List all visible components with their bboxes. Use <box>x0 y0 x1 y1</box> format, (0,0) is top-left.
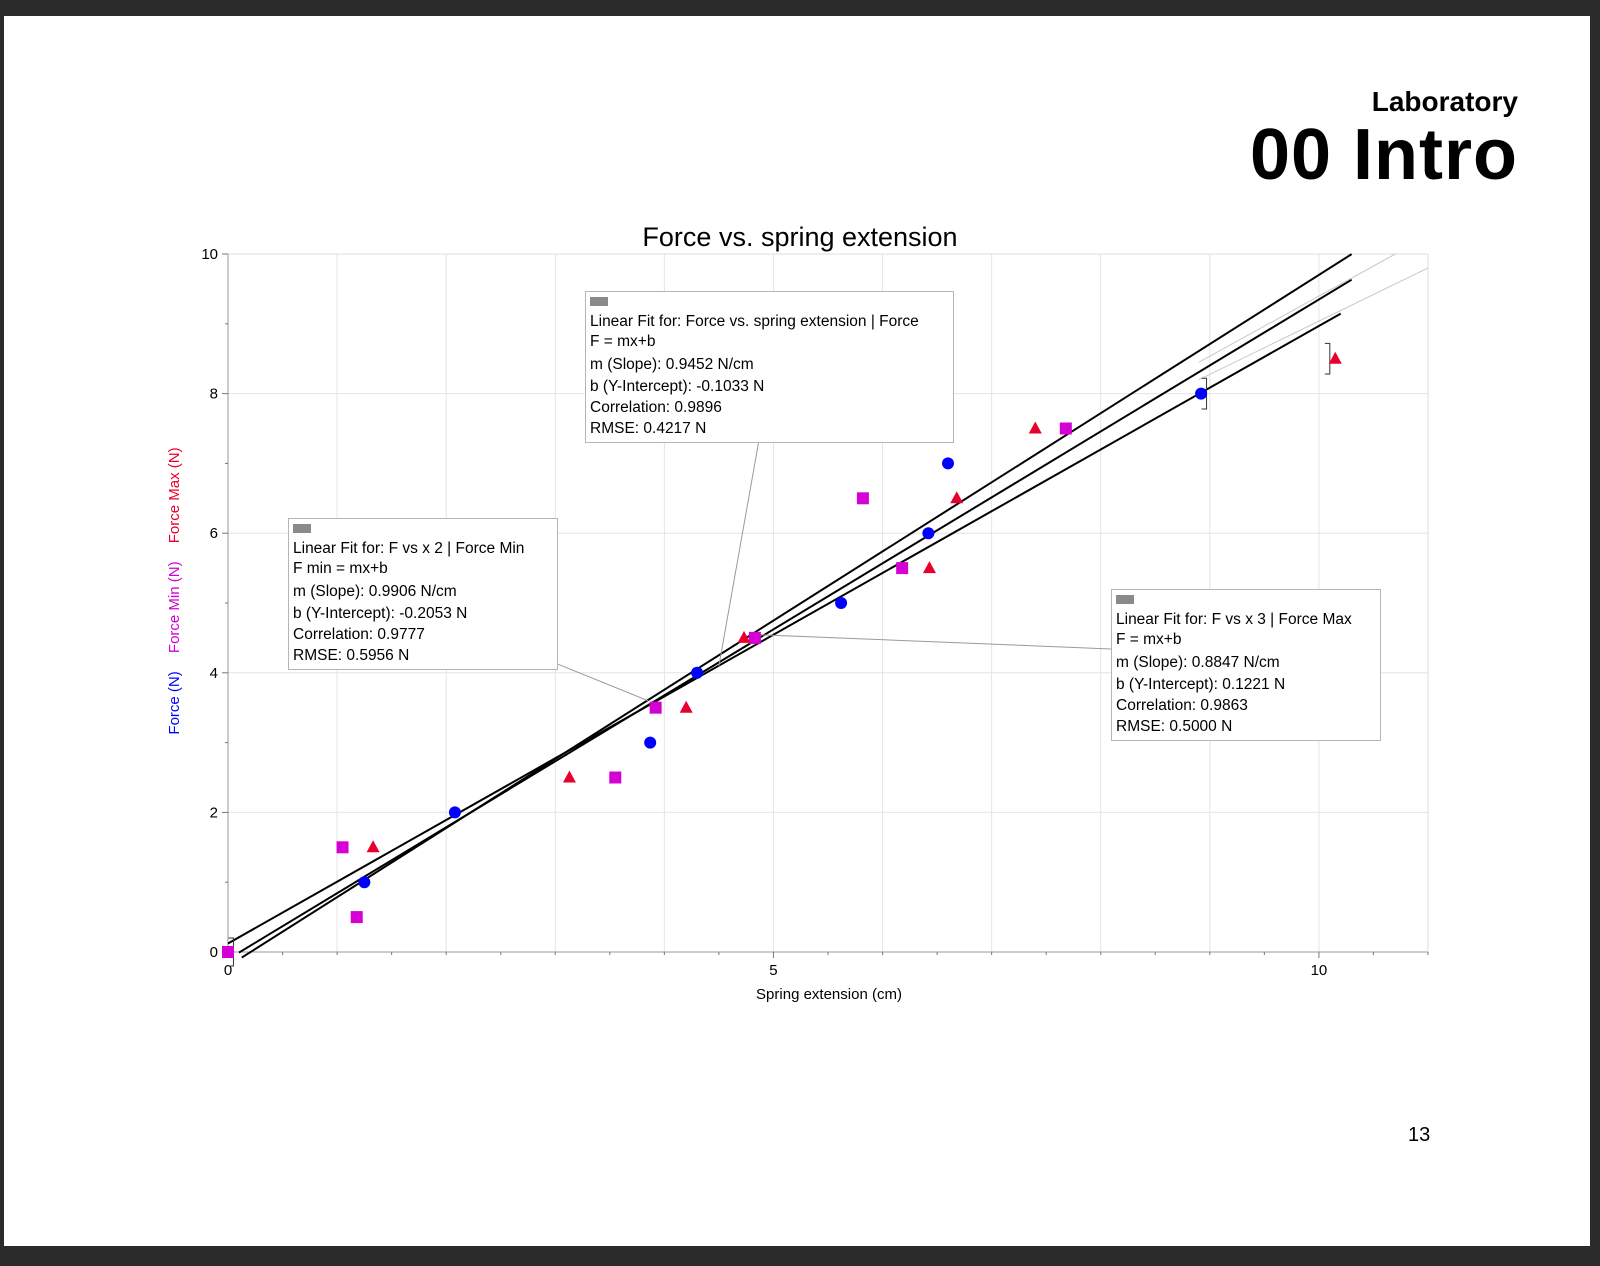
marker-force-max <box>366 840 380 853</box>
svg-text:Force (N) Force Min (N): Force (N) Force Min (N) Force Max (N) <box>166 447 183 734</box>
y-tick-label: 8 <box>210 386 218 403</box>
fit-label-line: Linear Fit for: F vs x 3 | Force Max <box>1116 610 1352 628</box>
x-axis-label: Spring extension (cm) <box>756 986 902 1003</box>
marker-force <box>358 876 371 889</box>
marker-force-min <box>896 562 909 575</box>
y-axis-label-force-min: Force Min (N) <box>166 561 183 653</box>
fit-label-force-max[interactable]: Linear Fit for: F vs x 3 | Force Max F =… <box>1111 589 1381 742</box>
x-tick-label: 0 <box>224 962 232 979</box>
fit-label-leader <box>718 443 759 666</box>
fit-label-line: m (Slope): 0.9906 N/cm <box>293 582 457 600</box>
fit-extension-line <box>1198 267 1429 381</box>
fit-label-line: Correlation: 0.9777 <box>293 625 425 643</box>
x-tick-label: 5 <box>769 962 777 979</box>
fit-label-leaders <box>557 253 1429 702</box>
fit-label-options-icon[interactable] <box>293 524 311 533</box>
marker-force-min <box>350 911 363 924</box>
fit-label-line: m (Slope): 0.9452 N/cm <box>590 355 754 373</box>
fit-label-options-icon[interactable] <box>590 297 608 306</box>
fit-label-leader <box>557 663 649 702</box>
marker-force <box>835 597 848 609</box>
marker-force-max <box>1328 351 1342 364</box>
y-axis-label-group: Force (N) Force Min (N) Force Max (N) <box>166 447 183 734</box>
marker-force-min <box>649 701 662 714</box>
fit-label-line: RMSE: 0.5000 N <box>1116 717 1233 735</box>
marker-force-min <box>856 492 869 505</box>
fit-line <box>238 278 1353 954</box>
marker-force-max <box>1028 421 1042 434</box>
marker-force-min <box>336 841 349 854</box>
error-bar <box>1324 342 1331 375</box>
fit-label-line: Correlation: 0.9896 <box>590 398 722 416</box>
fit-label-line: F = mx+b <box>590 333 656 351</box>
fit-label-line: b (Y-Intercept): -0.2053 N <box>293 605 468 623</box>
y-axis-label-force-max: Force Max (N) <box>166 447 183 543</box>
fit-label-line: b (Y-Intercept): 0.1221 N <box>1116 676 1286 694</box>
fit-label-line: Linear Fit for: Force vs. spring extensi… <box>590 312 919 330</box>
fit-line <box>241 253 1353 959</box>
y-tick-label: 6 <box>210 525 218 542</box>
fit-label-force[interactable]: Linear Fit for: Force vs. spring extensi… <box>585 291 954 444</box>
fit-label-line: Correlation: 0.9863 <box>1116 696 1248 714</box>
fit-label-line: F min = mx+b <box>293 560 388 578</box>
y-tick-label: 0 <box>210 944 218 961</box>
header-subtitle: Laboratory <box>1371 86 1518 117</box>
header-title: 00 Intro <box>1249 115 1518 195</box>
fit-label-line: m (Slope): 0.8847 N/cm <box>1116 653 1280 671</box>
marker-force <box>942 457 954 470</box>
fit-line <box>227 312 1342 945</box>
fit-extension-line <box>1198 253 1396 363</box>
marker-force-min <box>222 946 234 958</box>
marker-force-max <box>679 700 693 713</box>
y-tick-label: 10 <box>201 246 218 263</box>
chart-grid <box>228 253 1428 952</box>
y-axis-label-force: Force (N) <box>166 671 183 734</box>
marker-force-min <box>1059 422 1072 435</box>
page-number: 13 <box>1408 1124 1431 1146</box>
fit-label-options-icon[interactable] <box>1116 595 1134 604</box>
marker-force-max <box>737 630 751 643</box>
marker-force-max <box>562 770 576 783</box>
y-tick-label: 2 <box>210 804 218 821</box>
fit-label-line: RMSE: 0.4217 N <box>590 419 707 437</box>
marker-force <box>922 527 935 540</box>
x-tick-label: 10 <box>1311 962 1328 979</box>
fit-label-line: Linear Fit for: F vs x 2 | Force Min <box>293 539 525 557</box>
fit-label-force-min[interactable]: Linear Fit for: F vs x 2 | Force Min F m… <box>288 518 558 671</box>
marker-force <box>691 666 704 679</box>
chart-axes: 0 5 10 0 2 4 6 8 10 <box>201 246 1429 979</box>
fit-label-line: F = mx+b <box>1116 631 1182 649</box>
marker-force-min <box>748 631 761 644</box>
fit-lines <box>227 253 1353 959</box>
marker-force-max <box>922 561 936 574</box>
marker-force <box>448 806 461 819</box>
fit-label-leader <box>751 633 1112 650</box>
marker-force <box>1195 387 1208 400</box>
y-tick-label: 4 <box>210 665 218 682</box>
data-points <box>222 351 1342 958</box>
fit-label-line: RMSE: 0.5956 N <box>293 646 410 664</box>
marker-force <box>644 736 657 749</box>
marker-force-max <box>950 491 964 504</box>
chart-title: Force vs. spring extension <box>642 222 957 252</box>
fit-label-line: b (Y-Intercept): -0.1033 N <box>590 378 765 396</box>
marker-force-min <box>609 771 622 784</box>
